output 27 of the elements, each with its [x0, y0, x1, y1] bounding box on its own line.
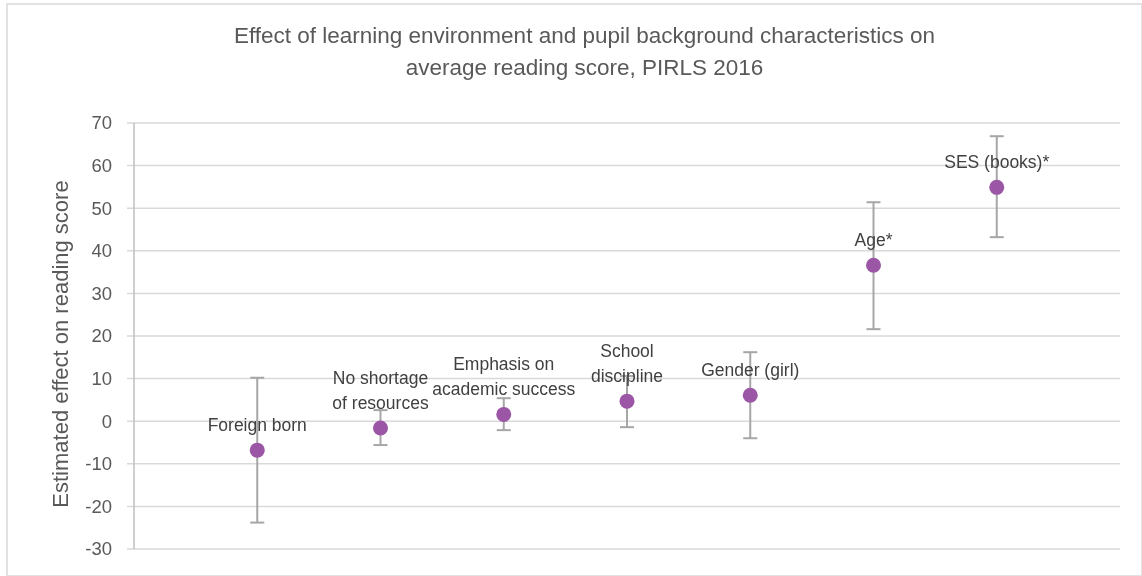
- point: [989, 179, 1005, 195]
- point: [249, 442, 265, 458]
- annotation: Gender (girl): [701, 360, 800, 381]
- point: [373, 420, 388, 436]
- y-tick-label: 20: [91, 325, 112, 347]
- annotation: No shortage of resources: [332, 368, 429, 414]
- y-tick-label: 0: [101, 410, 112, 432]
- y-tick-label: -10: [85, 453, 112, 475]
- point: [742, 387, 758, 403]
- annotation: Emphasis on academic success: [432, 354, 576, 400]
- y-axis-title: Estimated effect on reading score: [48, 180, 73, 508]
- y-tick-label: -20: [85, 495, 112, 517]
- annotation: School discipline: [591, 341, 663, 387]
- y-tick-label: 70: [91, 112, 112, 134]
- y-tick-label: 50: [91, 197, 112, 219]
- chart-title: Effect of learning environment and pupil background characteristics on average reading score, PIRLS 2016: [233, 23, 936, 80]
- point: [619, 393, 635, 409]
- annotation: SES (books)*: [944, 152, 1050, 173]
- annotation: Foreign born: [207, 415, 307, 436]
- y-tick-label: 60: [91, 155, 112, 177]
- point: [866, 257, 881, 273]
- y-tick-label: -30: [85, 538, 112, 560]
- y-tick-label: 30: [91, 282, 112, 304]
- point: [496, 406, 512, 422]
- y-tick-label: 10: [91, 368, 112, 390]
- y-tick-label: 40: [91, 240, 112, 262]
- annotation: Age*: [854, 230, 893, 251]
